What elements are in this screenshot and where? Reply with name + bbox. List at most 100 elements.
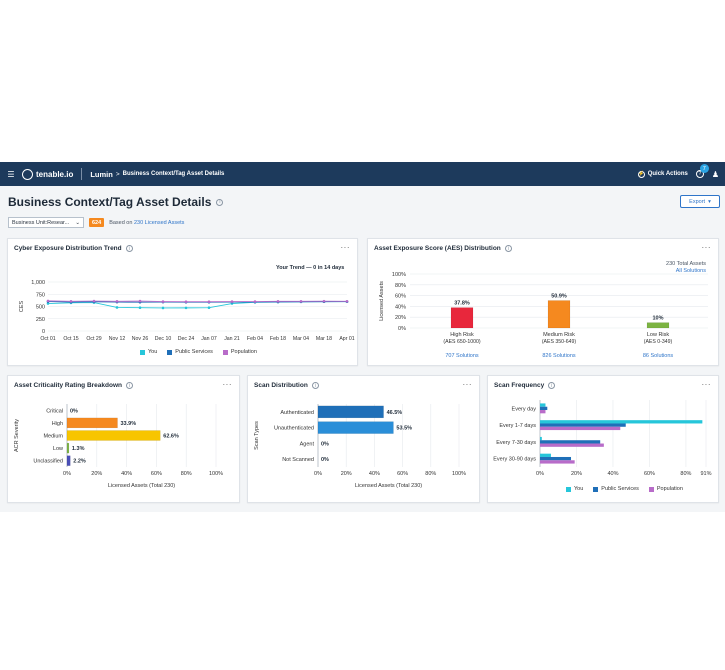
y-tick-label: Authenticated xyxy=(280,410,314,416)
data-point xyxy=(46,299,50,303)
y-tick-label: Unauthenticated xyxy=(274,426,314,432)
solutions-link[interactable]: 707 Solutions xyxy=(445,353,479,359)
legend-label: You xyxy=(574,486,584,492)
legend-item[interactable]: Public Services xyxy=(593,486,639,492)
legend-item[interactable]: You xyxy=(566,486,583,492)
notifications-button[interactable]: ? 7 xyxy=(695,164,709,178)
data-label: 1.3% xyxy=(72,446,85,452)
licensed-assets-link[interactable]: 230 Licensed Assets xyxy=(133,219,185,226)
filter-row: Business Unit:Resear... ⌄ 624 Based on 2… xyxy=(8,217,184,228)
bar-population xyxy=(540,460,575,464)
card-menu-icon[interactable]: ··· xyxy=(462,380,472,389)
legend-swatch xyxy=(167,349,173,355)
solutions-link[interactable]: 86 Solutions xyxy=(643,353,674,359)
app-name[interactable]: Lumin xyxy=(90,169,113,179)
series-line-population xyxy=(47,300,348,303)
x-tick-label: Jan 07 xyxy=(201,336,217,342)
scan-distribution-card: Scan Distribution i ··· 0% 20% 40% 60% 80% 10… xyxy=(247,375,480,503)
x-tick-label: High Risk xyxy=(450,332,474,338)
scan-frequency-chart: 0% 20% 40% 60% 80% 91% Every day Every 1-7 days… xyxy=(493,400,712,477)
info-icon[interactable]: i xyxy=(311,382,319,389)
card-title: Cyber Exposure Distribution Trend i xyxy=(14,245,133,252)
x-tick-label: 60% xyxy=(644,471,655,477)
bar-public-services xyxy=(540,456,572,461)
legend-item[interactable]: Population xyxy=(222,349,257,355)
data-label: 50.9% xyxy=(551,294,567,300)
x-axis-label: Licensed Assets (Total 230) xyxy=(108,483,175,489)
data-label: 2.2% xyxy=(73,459,86,465)
based-on-prefix: Based on xyxy=(109,219,133,226)
bar-you xyxy=(540,420,703,424)
info-icon[interactable]: i xyxy=(504,245,512,252)
y-axis-label: Licensed Assets xyxy=(379,281,385,321)
x-tick-label: 80% xyxy=(181,471,192,477)
x-tick-label: Mar 04 xyxy=(293,336,309,342)
x-tick-label: 20% xyxy=(341,471,352,477)
aes-distribution-card: Asset Exposure Score (AES) Distribution … xyxy=(367,238,719,366)
scan-frequency-card: Scan Frequency i ··· 0% 20% 40% 60% 80% 91% Ev… xyxy=(487,375,719,503)
y-tick-label: 80% xyxy=(395,283,406,289)
scan-distribution-chart: 0% 20% 40% 60% 80% 100% Licensed Assets (Total… xyxy=(254,404,466,489)
card-menu-icon[interactable]: ··· xyxy=(340,243,350,252)
info-icon[interactable]: i xyxy=(126,382,133,389)
legend-swatch xyxy=(648,486,654,492)
data-label: 62.6% xyxy=(163,434,179,440)
info-icon[interactable]: i xyxy=(216,198,224,206)
data-point xyxy=(253,300,257,303)
x-tick-label: 100% xyxy=(209,471,223,477)
y-tick-label: Medium xyxy=(43,434,63,440)
card-menu-icon[interactable]: ··· xyxy=(222,380,232,389)
hamburger-icon[interactable]: ☰ xyxy=(7,169,15,179)
legend-swatch xyxy=(593,486,599,492)
lightning-icon: ⚡ xyxy=(637,170,645,178)
legend-label: Public Services xyxy=(601,486,639,492)
x-tick-label: Dec 24 xyxy=(178,336,195,342)
y-tick-label: Every 1-7 days xyxy=(499,423,536,429)
x-tick-label: Nov 26 xyxy=(132,336,149,342)
legend-label: Population xyxy=(656,486,683,492)
top-navigation-bar: ☰ tenable.io Lumin > Business Context/Ta… xyxy=(0,162,725,186)
tenable-logo[interactable]: tenable.io xyxy=(22,168,74,180)
legend-item[interactable]: Population xyxy=(648,486,683,492)
info-icon[interactable]: i xyxy=(125,245,133,252)
business-unit-select[interactable]: Business Unit:Resear... ⌄ xyxy=(8,217,84,228)
data-label: 53.5% xyxy=(396,426,412,432)
x-tick-label: 60% xyxy=(151,471,162,477)
data-point xyxy=(92,299,96,303)
legend-swatch xyxy=(222,349,228,355)
y-tick-label: Not Scanned xyxy=(282,457,314,463)
quick-actions-button[interactable]: ⚡ Quick Actions xyxy=(637,170,688,178)
based-on-text: Based on 230 Licensed Assets xyxy=(109,220,184,226)
x-tick-label: 80% xyxy=(680,471,691,477)
bar-public-services xyxy=(540,440,601,444)
app-root: ☰ tenable.io Lumin > Business Context/Ta… xyxy=(0,162,725,512)
legend-item[interactable]: You xyxy=(140,349,157,355)
export-label: Export xyxy=(689,198,706,205)
data-label: 0% xyxy=(321,457,329,463)
y-tick-label: 0 xyxy=(42,329,45,335)
data-label: 0% xyxy=(321,441,329,447)
y-axis-label: ACR Severity xyxy=(14,419,20,452)
user-icon[interactable]: ♟ xyxy=(711,169,719,179)
logo-text: tenable.io xyxy=(36,169,74,179)
card-menu-icon[interactable]: ··· xyxy=(701,243,711,252)
legend-item[interactable]: Public Services xyxy=(167,349,213,355)
trend-annotation: Your Trend — 0 in 14 days xyxy=(276,265,345,271)
export-button[interactable]: Export ▾ xyxy=(680,195,720,208)
x-tick-label: 91% xyxy=(700,471,711,477)
all-solutions-link[interactable]: All Solutions xyxy=(675,268,706,274)
card-menu-icon[interactable]: ··· xyxy=(701,380,711,389)
select-value: Business Unit:Resear... xyxy=(12,219,70,226)
bar-unauthenticated xyxy=(317,421,394,434)
legend-label: Population xyxy=(230,349,257,355)
bar-you xyxy=(540,436,542,441)
series-line-public-services xyxy=(47,301,348,303)
page-title: Business Context/Tag Asset Details i xyxy=(8,195,224,209)
legend-swatch xyxy=(140,349,145,355)
bar-low-risk xyxy=(646,322,670,329)
solutions-link[interactable]: 826 Solutions xyxy=(542,353,576,359)
info-icon[interactable]: i xyxy=(548,382,556,389)
x-tick-label: Oct 01 xyxy=(40,336,55,342)
card-title-text: Asset Exposure Score (AES) Distribution xyxy=(374,245,501,252)
breadcrumb-arrow-icon: > xyxy=(115,170,120,178)
